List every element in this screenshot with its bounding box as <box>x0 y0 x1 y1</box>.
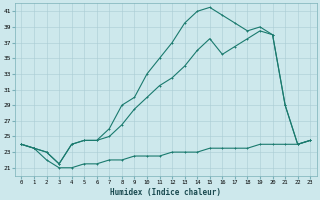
X-axis label: Humidex (Indice chaleur): Humidex (Indice chaleur) <box>110 188 221 197</box>
